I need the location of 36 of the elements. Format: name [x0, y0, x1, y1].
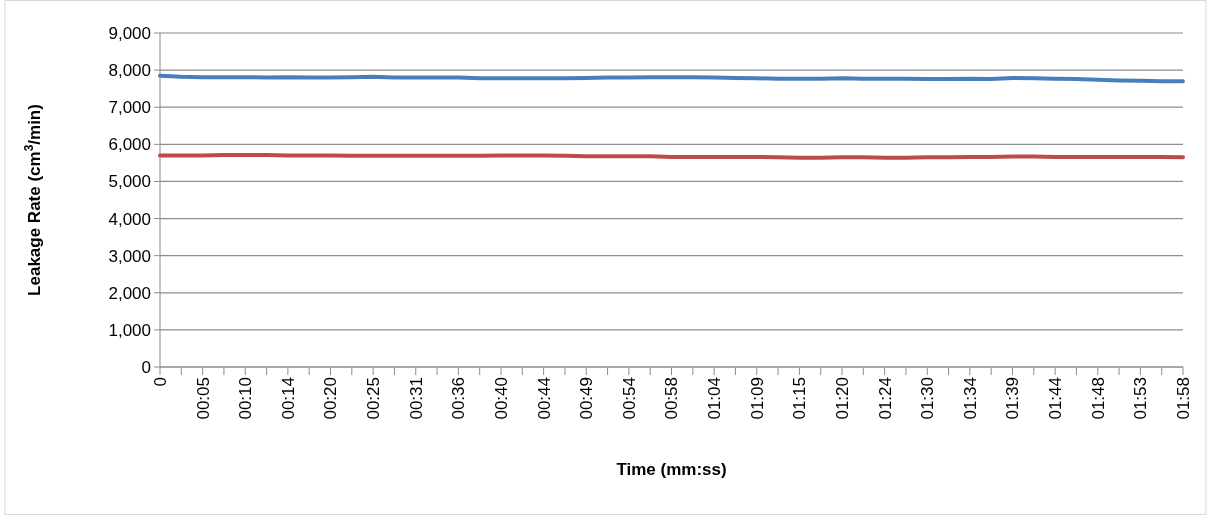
x-tick-label: 0 — [150, 377, 170, 387]
x-tick-label: 00:54 — [619, 377, 639, 420]
x-tick-label: 00:49 — [577, 377, 597, 420]
y-tick-label: 9,000 — [108, 23, 151, 43]
x-tick-label: 01:20 — [832, 377, 852, 420]
x-tick-label: 00:10 — [236, 377, 256, 420]
x-tick-label: 00:36 — [449, 377, 469, 420]
x-tick-label: 00:40 — [491, 377, 511, 420]
x-tick-label: 01:34 — [960, 377, 980, 420]
x-tick-label: 01:24 — [875, 377, 895, 420]
x-tick-label: 01:48 — [1088, 377, 1108, 420]
x-tick-label: 01:53 — [1131, 377, 1151, 420]
x-tick-label: 00:58 — [662, 377, 682, 420]
y-tick-label: 2,000 — [108, 283, 151, 303]
x-tick-label: 00:31 — [406, 377, 426, 420]
x-tick-label: 01:09 — [747, 377, 767, 420]
y-tick-label: 5,000 — [108, 172, 151, 192]
x-tick-label: 01:58 — [1173, 377, 1193, 420]
y-tick-label: 7,000 — [108, 98, 151, 118]
x-tick-label: 01:30 — [918, 377, 938, 420]
x-axis-title: Time (mm:ss) — [616, 460, 727, 479]
y-tick-label: 3,000 — [108, 246, 151, 266]
x-tick-label: 01:15 — [790, 377, 810, 420]
x-tick-label: 01:44 — [1046, 377, 1066, 420]
y-tick-label: 6,000 — [108, 135, 151, 155]
x-tick-label: 00:25 — [364, 377, 384, 420]
y-tick-label: 8,000 — [108, 61, 151, 81]
x-tick-label: 00:14 — [278, 377, 298, 420]
y-tick-label: 1,000 — [108, 320, 151, 340]
x-tick-label: 01:04 — [705, 377, 725, 420]
x-tick-label: 00:44 — [534, 377, 554, 420]
x-tick-label: 01:39 — [1003, 377, 1023, 420]
y-tick-label: 4,000 — [108, 209, 151, 229]
x-tick-label: 00:20 — [321, 377, 341, 420]
y-tick-label: 0 — [141, 357, 151, 377]
x-tick-label: 00:05 — [193, 377, 213, 420]
